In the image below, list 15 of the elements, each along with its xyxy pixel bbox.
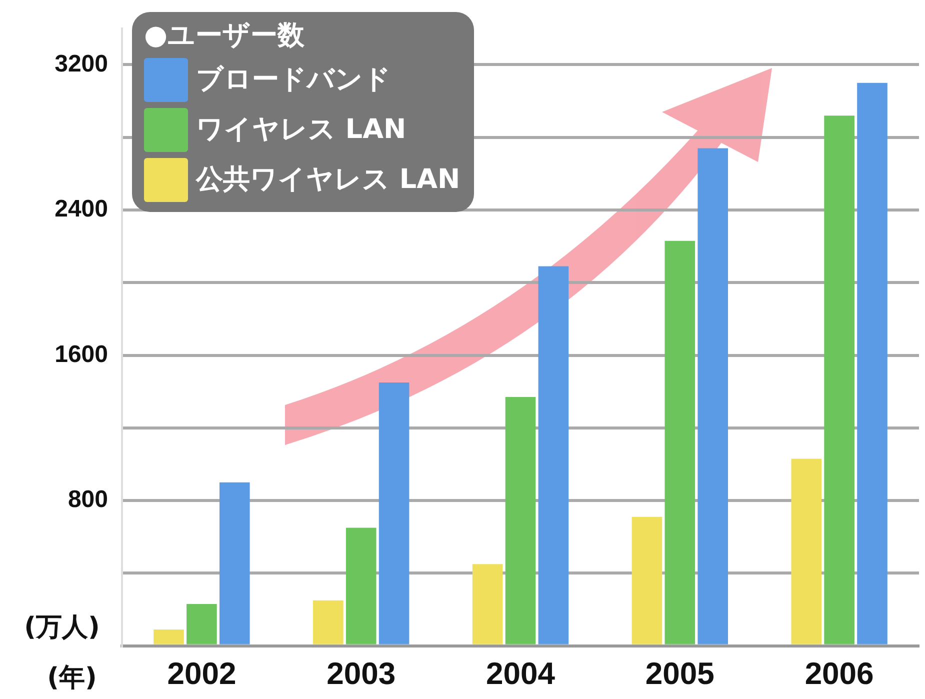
y-axis-title: (万人) — [24, 612, 100, 643]
x-tick-label: 2005 — [645, 656, 714, 691]
x-axis-title: (年) — [47, 662, 97, 693]
x-tick-label: 2006 — [804, 656, 874, 691]
legend-label: 公共ワイヤレス LAN — [196, 164, 460, 197]
y-tick-label: 2400 — [54, 196, 108, 223]
x-tick-label: 2002 — [167, 656, 236, 691]
x-tick-label: 2003 — [326, 656, 396, 691]
y-tick-label: 1600 — [54, 340, 108, 368]
legend-title: ●ユーザー数 — [144, 20, 306, 52]
y-tick-label: 800 — [68, 486, 108, 514]
legend-label: ブロードバンド — [196, 64, 391, 97]
legend-label: ワイヤレス LAN — [196, 114, 406, 147]
y-tick-label: 3200 — [54, 50, 108, 78]
x-tick-label: 2004 — [486, 656, 556, 691]
